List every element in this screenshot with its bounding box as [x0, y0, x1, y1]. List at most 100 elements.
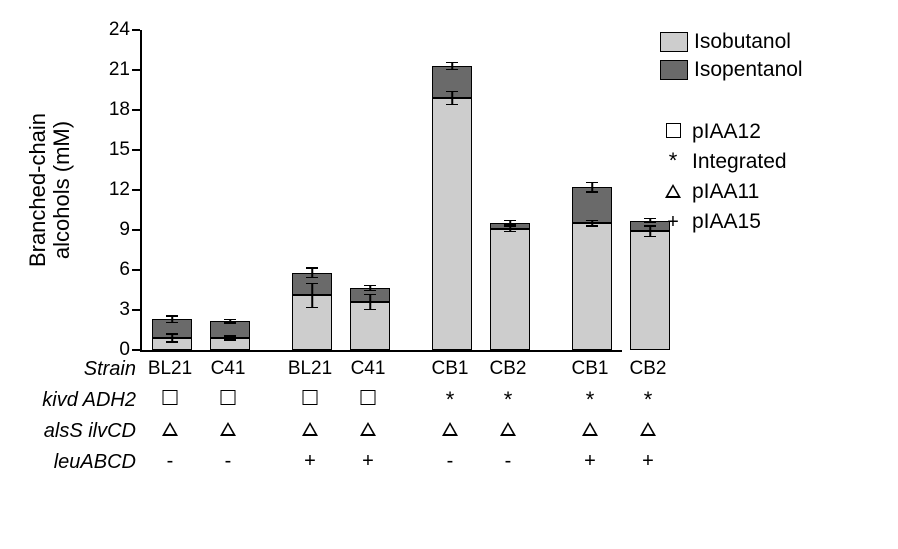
y-tick — [132, 149, 140, 151]
annotation-row-label: alsS ilvCD — [6, 420, 136, 443]
error-cap — [586, 191, 598, 193]
annotation-cell — [582, 420, 598, 442]
annotation-cell: CB1 — [572, 358, 609, 380]
symbol-legend-label: pIAA12 — [692, 120, 761, 144]
y-tick-label: 24 — [90, 19, 130, 41]
error-cap — [306, 307, 318, 309]
error-cap — [446, 91, 458, 93]
y-tick — [132, 29, 140, 31]
error-cap — [644, 218, 656, 220]
symbol-legend-icon — [660, 121, 686, 144]
y-tick — [132, 349, 140, 351]
annotation-cell — [221, 389, 236, 411]
error-cap — [224, 319, 236, 321]
y-tick-label: 6 — [90, 259, 130, 281]
bar-segment-isobutanol — [490, 229, 530, 350]
symbol-legend-icon: + — [660, 211, 686, 234]
symbol-legend-icon — [660, 181, 686, 204]
y-tick — [132, 69, 140, 71]
symbol-legend-row: *Integrated — [660, 150, 787, 174]
annotation-cell: CB1 — [432, 358, 469, 380]
y-tick — [132, 109, 140, 111]
plot-area — [140, 30, 622, 352]
error-cap — [364, 285, 376, 287]
symbol-legend: pIAA12 *Integrated pIAA11 + pIAA15 — [660, 120, 787, 240]
error-cap — [446, 104, 458, 106]
y-tick — [132, 269, 140, 271]
error-cap — [586, 182, 598, 184]
error-bar — [451, 91, 453, 104]
bar-segment-isobutanol — [572, 223, 612, 350]
y-tick-label: 18 — [90, 99, 130, 121]
bar-segment-isobutanol — [432, 98, 472, 350]
y-tick — [132, 309, 140, 311]
legend-row: Isobutanol — [660, 30, 803, 54]
error-cap — [446, 62, 458, 64]
annotation-cell — [361, 389, 376, 411]
annotation-cell: BL21 — [288, 358, 332, 380]
error-cap — [504, 224, 516, 226]
annotation-cell — [303, 389, 318, 411]
figure: Branched-chain alcohols (mM) Isobutanol … — [20, 20, 878, 529]
annotation-cell — [162, 420, 178, 442]
y-tick-label: 9 — [90, 219, 130, 241]
legend-swatch-isobutanol — [660, 32, 688, 52]
annotation-cell — [442, 420, 458, 442]
legend-label: Isopentanol — [694, 58, 803, 82]
legend-swatch-isopentanol — [660, 60, 688, 80]
symbol-legend-label: pIAA15 — [692, 210, 761, 234]
annotation-cell: + — [584, 451, 596, 473]
annotation-cell: BL21 — [148, 358, 192, 380]
annotation-cell: - — [447, 451, 454, 473]
annotation-row-label: kivd ADH2 — [6, 389, 136, 412]
annotation-cell: C41 — [211, 358, 246, 380]
y-axis-label: Branched-chain alcohols (mM) — [26, 113, 74, 267]
annotation-cell: * — [586, 389, 595, 413]
legend-row: Isopentanol — [660, 58, 803, 82]
error-cap — [586, 225, 598, 227]
ylabel-line2: alcohols (mM) — [49, 121, 74, 259]
annotation-cell — [500, 420, 516, 442]
annotation-cell: + — [304, 451, 316, 473]
annotation-cell: CB2 — [490, 358, 527, 380]
error-cap — [166, 341, 178, 343]
annotation-cell — [640, 420, 656, 442]
symbol-legend-row: pIAA12 — [660, 120, 787, 144]
symbol-legend-label: pIAA11 — [692, 180, 759, 204]
error-cap — [224, 322, 236, 324]
annotation-cell: - — [167, 451, 174, 473]
symbol-legend-row: + pIAA15 — [660, 210, 787, 234]
annotation-cell: * — [644, 389, 653, 413]
annotation-cell — [220, 420, 236, 442]
annotation-cell: + — [642, 451, 654, 473]
error-bar — [311, 283, 313, 307]
annotation-cell: - — [505, 451, 512, 473]
y-tick — [132, 189, 140, 191]
y-tick-label: 3 — [90, 299, 130, 321]
annotation-cell: * — [446, 389, 455, 413]
error-bar — [369, 295, 371, 310]
error-cap — [446, 69, 458, 71]
symbol-legend-row: pIAA11 — [660, 180, 787, 204]
error-cap — [166, 315, 178, 317]
y-tick-label: 21 — [90, 59, 130, 81]
annotation-cell: + — [362, 451, 374, 473]
error-cap — [306, 267, 318, 269]
symbol-legend-label: Integrated — [692, 150, 787, 174]
annotation-cell — [163, 389, 178, 411]
y-tick — [132, 229, 140, 231]
annotation-cell: CB2 — [630, 358, 667, 380]
error-cap — [364, 294, 376, 296]
error-cap — [644, 222, 656, 224]
error-cap — [644, 236, 656, 238]
error-cap — [224, 339, 236, 341]
annotation-row-label: Strain — [6, 358, 136, 381]
annotation-row-label: leuABCD — [6, 451, 136, 474]
annotation-cell: * — [504, 389, 513, 413]
annotation-cell: C41 — [351, 358, 386, 380]
y-tick-label: 15 — [90, 139, 130, 161]
error-cap — [504, 231, 516, 233]
error-cap — [166, 333, 178, 335]
error-cap — [504, 220, 516, 222]
series-legend: Isobutanol Isopentanol — [660, 30, 803, 86]
